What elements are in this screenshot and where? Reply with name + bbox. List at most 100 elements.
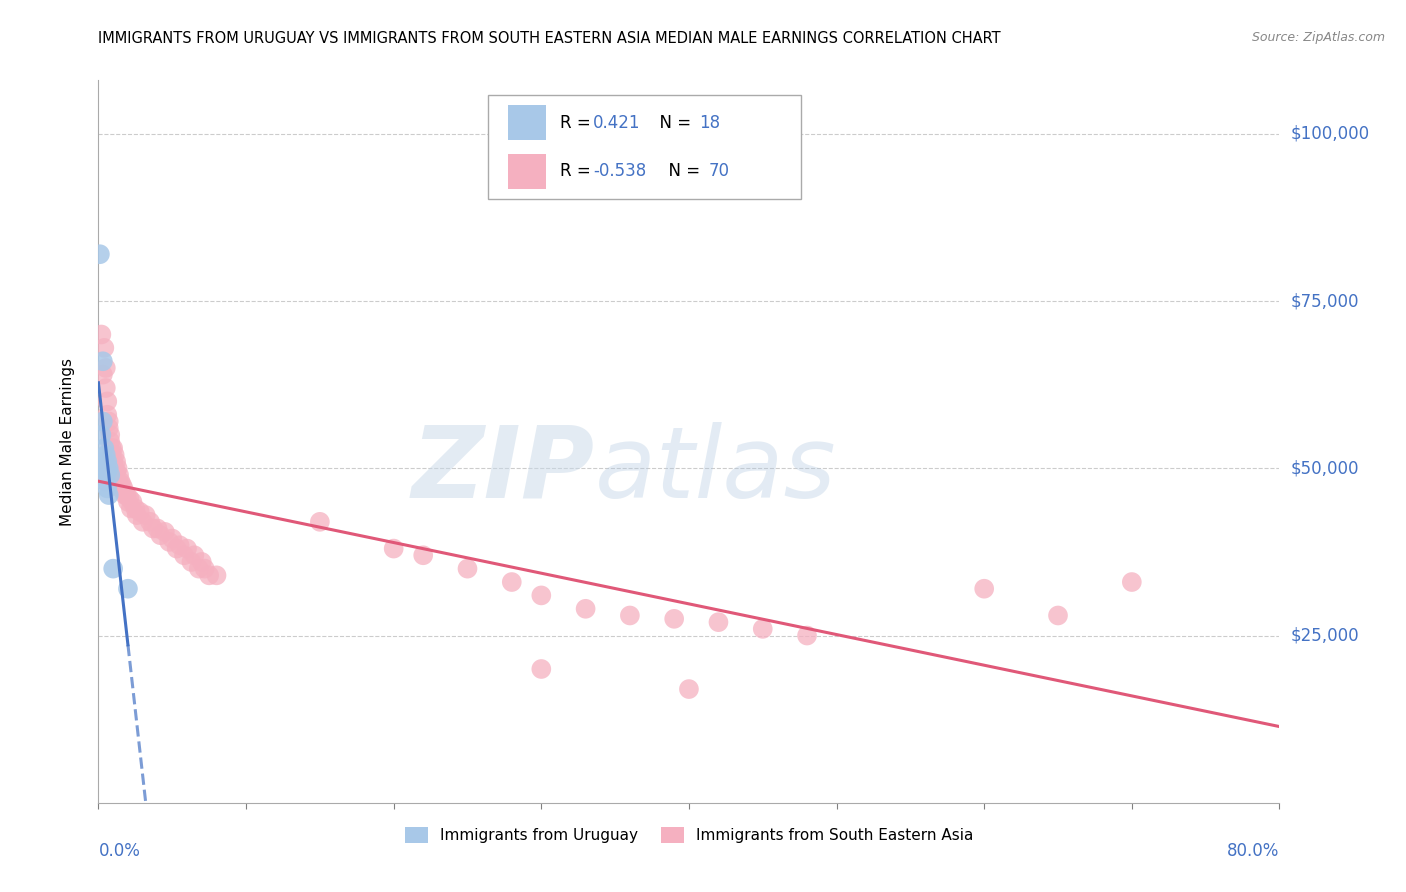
Point [100, 448, 122, 462]
Y-axis label: Median Male Earnings: Median Male Earnings [60, 358, 75, 525]
Point [146, 521, 169, 535]
Text: N =: N = [658, 162, 706, 180]
Point [97, 461, 120, 475]
Point [96, 454, 118, 469]
Point [103, 562, 125, 576]
Point [530, 662, 553, 676]
Point [796, 628, 818, 642]
Point [166, 541, 188, 556]
Point [157, 534, 180, 549]
Point [173, 548, 195, 563]
Point [93, 341, 115, 355]
Point [105, 454, 128, 469]
Point [97, 421, 120, 435]
Point [1121, 575, 1143, 590]
Point [97, 488, 120, 502]
Point [96, 465, 118, 479]
Point [183, 548, 205, 563]
Point [457, 562, 479, 576]
Text: ZIP: ZIP [412, 422, 595, 519]
Point [117, 494, 139, 508]
Point [94, 475, 117, 489]
Bar [508, 154, 546, 189]
Point [96, 408, 118, 422]
Text: $100,000: $100,000 [1291, 125, 1369, 143]
Point [100, 441, 122, 455]
Point [194, 562, 217, 576]
Point [103, 454, 125, 469]
Point [94, 361, 117, 376]
Point [180, 555, 202, 569]
Point [1046, 608, 1070, 623]
Text: $50,000: $50,000 [1291, 459, 1360, 477]
Point [90, 327, 112, 342]
Point [114, 488, 136, 502]
Point [96, 482, 118, 496]
Point [139, 515, 162, 529]
Text: $25,000: $25,000 [1291, 626, 1360, 645]
Point [707, 615, 730, 630]
Point [108, 467, 131, 482]
Point [121, 494, 143, 508]
Point [94, 381, 117, 395]
Text: R =: R = [560, 162, 596, 180]
Point [125, 508, 148, 523]
Point [619, 608, 641, 623]
FancyBboxPatch shape [488, 95, 801, 200]
Point [111, 478, 134, 492]
Text: $75,000: $75,000 [1291, 292, 1360, 310]
Point [120, 501, 142, 516]
Point [117, 582, 139, 596]
Point [93, 461, 115, 475]
Text: 0.421: 0.421 [593, 113, 641, 132]
Point [664, 612, 686, 626]
Point [112, 482, 135, 496]
Point [115, 488, 138, 502]
Point [96, 394, 118, 409]
Text: atlas: atlas [595, 422, 837, 519]
Text: 80.0%: 80.0% [1227, 842, 1279, 860]
Text: 0.0%: 0.0% [98, 842, 141, 860]
Point [91, 354, 114, 368]
Point [382, 541, 405, 556]
Point [93, 454, 115, 469]
Point [98, 434, 121, 449]
Point [752, 622, 775, 636]
Text: 70: 70 [709, 162, 730, 180]
Point [198, 568, 221, 582]
Point [973, 582, 995, 596]
Point [124, 501, 146, 516]
Point [530, 589, 553, 603]
Text: R =: R = [560, 113, 596, 132]
Point [98, 427, 121, 442]
Point [103, 441, 125, 455]
Point [91, 368, 114, 382]
Point [110, 482, 132, 496]
Point [678, 681, 700, 696]
Point [107, 475, 129, 489]
Point [97, 414, 120, 428]
Point [153, 524, 176, 539]
Point [309, 515, 332, 529]
Point [91, 414, 114, 428]
Point [94, 448, 117, 462]
Point [107, 461, 129, 475]
Text: 18: 18 [700, 113, 721, 132]
Text: IMMIGRANTS FROM URUGUAY VS IMMIGRANTS FROM SOUTH EASTERN ASIA MEDIAN MALE EARNIN: IMMIGRANTS FROM URUGUAY VS IMMIGRANTS FR… [98, 31, 1001, 46]
Point [132, 515, 155, 529]
Point [412, 548, 434, 563]
Point [149, 528, 172, 542]
Point [93, 441, 115, 455]
Point [162, 532, 183, 546]
Point [575, 602, 598, 616]
Point [128, 505, 150, 519]
Point [135, 508, 157, 523]
Point [205, 568, 228, 582]
Point [187, 562, 209, 576]
Point [94, 467, 117, 482]
Text: -0.538: -0.538 [593, 162, 647, 180]
Point [501, 575, 523, 590]
Point [176, 541, 198, 556]
Text: N =: N = [648, 113, 696, 132]
Point [142, 521, 165, 535]
